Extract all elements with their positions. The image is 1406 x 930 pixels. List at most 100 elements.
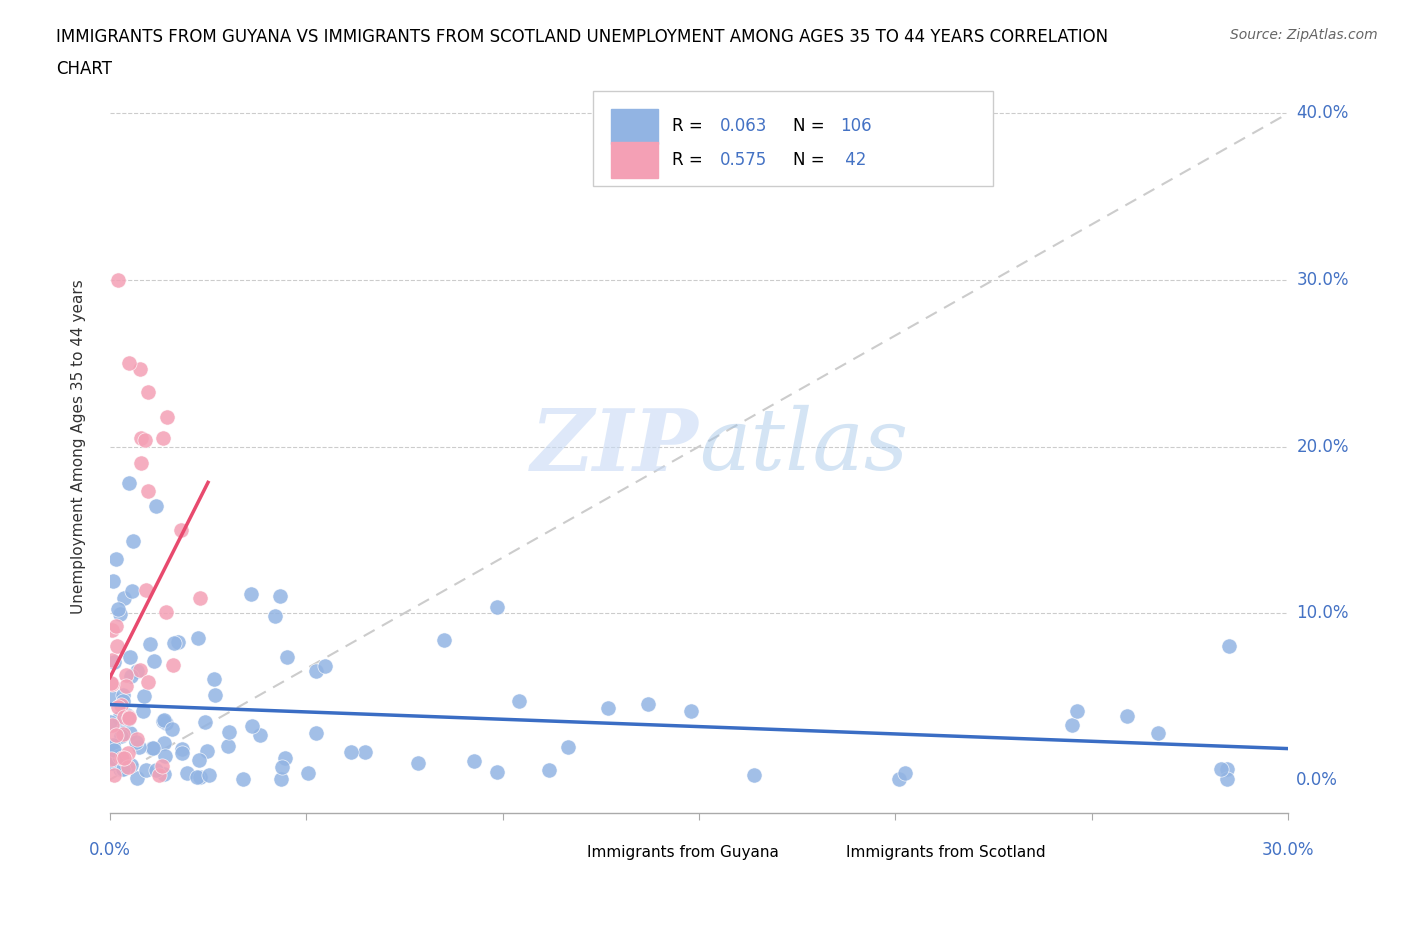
- Point: [128, 739, 150, 754]
- Point: [110, 728, 132, 743]
- Point: [231, 772, 253, 787]
- Point: [887, 772, 910, 787]
- Point: [145, 763, 167, 777]
- Point: [110, 698, 132, 712]
- Point: [1216, 772, 1239, 787]
- Text: 0.575: 0.575: [720, 151, 768, 169]
- Point: [120, 758, 142, 773]
- Point: [314, 659, 336, 674]
- Point: [354, 744, 377, 759]
- Point: [1066, 704, 1088, 719]
- Text: 40.0%: 40.0%: [1296, 104, 1348, 123]
- Point: [152, 431, 174, 445]
- Point: [120, 725, 142, 740]
- Point: [141, 741, 163, 756]
- Point: [305, 663, 328, 678]
- Point: [107, 748, 129, 763]
- Point: [104, 618, 127, 633]
- Point: [145, 498, 167, 513]
- Point: [117, 760, 139, 775]
- Point: [105, 639, 128, 654]
- Point: [187, 752, 209, 767]
- Point: [153, 749, 176, 764]
- Point: [132, 704, 155, 719]
- Text: R =: R =: [672, 151, 707, 169]
- Point: [98, 714, 121, 729]
- Bar: [799, 841, 838, 864]
- Point: [172, 741, 194, 756]
- Point: [270, 771, 292, 786]
- Point: [117, 711, 139, 726]
- Text: N =: N =: [793, 117, 830, 135]
- Point: [155, 604, 177, 619]
- Point: [118, 356, 141, 371]
- Point: [152, 713, 174, 728]
- Point: [132, 689, 155, 704]
- Point: [112, 710, 135, 724]
- Point: [557, 739, 579, 754]
- Point: [101, 622, 124, 637]
- Point: [163, 635, 186, 650]
- Point: [136, 484, 159, 498]
- Point: [100, 675, 122, 690]
- Point: [101, 738, 124, 753]
- Point: [136, 674, 159, 689]
- Point: [139, 637, 162, 652]
- Point: [131, 430, 153, 445]
- Point: [271, 760, 294, 775]
- Point: [162, 658, 184, 672]
- Point: [276, 649, 298, 664]
- Point: [187, 631, 209, 645]
- Point: [152, 758, 174, 773]
- Point: [118, 475, 141, 490]
- Point: [155, 715, 177, 730]
- Point: [142, 653, 165, 668]
- Point: [274, 751, 297, 765]
- Point: [742, 767, 765, 782]
- Point: [406, 755, 429, 770]
- Point: [125, 731, 148, 746]
- Point: [136, 385, 159, 400]
- Point: [486, 600, 509, 615]
- Point: [1218, 639, 1240, 654]
- Point: [108, 606, 131, 621]
- Point: [100, 739, 122, 754]
- Point: [125, 735, 148, 750]
- Point: [101, 574, 124, 589]
- Point: [112, 751, 135, 765]
- Text: 20.0%: 20.0%: [1296, 438, 1348, 456]
- Point: [111, 719, 134, 734]
- Text: R =: R =: [672, 117, 707, 135]
- Point: [111, 762, 134, 777]
- Point: [152, 736, 174, 751]
- Bar: [610, 142, 658, 178]
- Point: [598, 700, 620, 715]
- Point: [264, 608, 287, 623]
- Point: [304, 726, 326, 741]
- Point: [148, 767, 170, 782]
- Point: [134, 582, 156, 597]
- Point: [153, 767, 176, 782]
- Text: atlas: atlas: [699, 405, 908, 488]
- Bar: [610, 109, 658, 144]
- Point: [1211, 762, 1233, 777]
- Point: [104, 551, 127, 566]
- Point: [186, 769, 208, 784]
- Point: [135, 763, 157, 777]
- Point: [485, 764, 508, 779]
- Point: [120, 649, 142, 664]
- Point: [156, 409, 179, 424]
- Point: [218, 724, 240, 739]
- Point: [117, 711, 139, 725]
- Point: [538, 763, 561, 777]
- Point: [1060, 718, 1083, 733]
- Point: [166, 635, 188, 650]
- Point: [115, 679, 138, 694]
- Point: [679, 703, 702, 718]
- Point: [240, 587, 263, 602]
- Point: [101, 677, 124, 692]
- Point: [204, 688, 226, 703]
- Point: [1115, 709, 1137, 724]
- Text: 0.063: 0.063: [720, 117, 768, 135]
- Point: [129, 456, 152, 471]
